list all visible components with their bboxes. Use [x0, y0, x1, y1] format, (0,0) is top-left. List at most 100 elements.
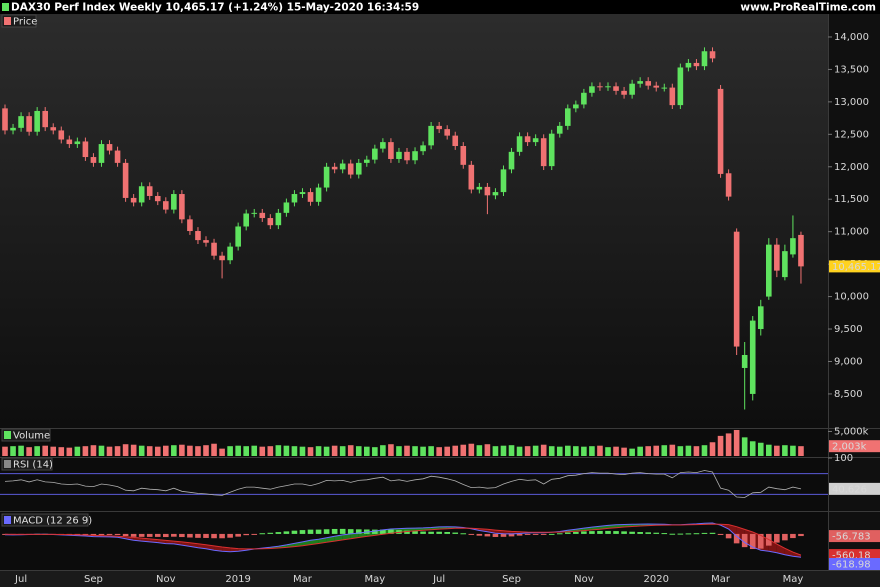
volume-bar — [90, 445, 97, 456]
x-tick-label: Jul — [432, 574, 445, 585]
y-tick-label: 11,500 — [834, 194, 869, 205]
candle-body — [774, 244, 780, 271]
candle-body — [532, 138, 539, 143]
x-tick-label: Jul — [14, 574, 27, 585]
macd-histogram — [524, 533, 531, 535]
volume-bar — [259, 446, 266, 456]
volume-bar — [26, 447, 32, 456]
title: DAX30 Perf Index Weekly 10,465.17 (+1.24… — [11, 2, 419, 14]
label-icon — [4, 516, 11, 524]
candle-body — [605, 86, 611, 88]
candle-body — [339, 163, 346, 170]
macd-histogram — [613, 531, 619, 534]
candle-body — [42, 110, 48, 128]
volume-bar — [412, 446, 418, 456]
y-tick-label: 8,500 — [834, 389, 863, 400]
volume-bar — [428, 446, 434, 456]
candle-body — [50, 127, 57, 131]
macd-histogram — [339, 528, 346, 534]
label-icon — [4, 460, 11, 468]
macd-histogram — [211, 533, 217, 539]
volume-bar — [10, 446, 16, 456]
macd-histogram — [597, 530, 603, 534]
candle-body — [420, 145, 426, 152]
volume-bar — [388, 444, 394, 456]
volume-bar — [291, 446, 298, 456]
candle-body — [203, 240, 209, 243]
candle-body — [74, 141, 81, 145]
candle-body — [380, 142, 386, 149]
rsi-line — [4, 470, 802, 498]
macd-histogram — [661, 533, 668, 535]
last-price-label-box — [829, 260, 880, 273]
volume-bar — [331, 445, 338, 456]
x-tick-label: May — [364, 574, 385, 585]
rsi-last-label-box — [829, 482, 880, 495]
y-tick-label: 12,500 — [834, 129, 869, 140]
x-tick-label: Sep — [84, 574, 103, 585]
volume-bar — [283, 445, 290, 456]
y-tick-label: 12,000 — [834, 162, 869, 173]
volume-bar — [757, 442, 764, 456]
candle-body — [540, 138, 547, 167]
volume-bar — [790, 445, 796, 456]
macd-fill — [342, 533, 351, 540]
label-box — [1, 457, 53, 471]
volume-bar — [476, 445, 483, 456]
volume-bar — [709, 442, 716, 456]
volume-bar — [396, 446, 402, 456]
candle-body — [597, 86, 603, 88]
macd-last-label-box — [829, 558, 880, 570]
volume-bar — [701, 445, 708, 456]
volume-bar — [717, 435, 724, 456]
macd-fill — [350, 532, 359, 539]
macd-histogram — [331, 528, 338, 534]
volume-bar — [661, 445, 668, 456]
macd-histogram — [291, 530, 298, 534]
macd-fill — [334, 534, 343, 542]
volume-bar — [782, 445, 788, 456]
candle-body — [179, 194, 185, 220]
y-tick-label: 11,000 — [834, 227, 869, 238]
volume-bar — [741, 437, 748, 456]
volume-bar — [315, 446, 322, 456]
candle-body — [195, 231, 201, 241]
macd-histogram — [130, 533, 137, 537]
candle-body — [725, 173, 732, 197]
candle-body — [396, 151, 402, 159]
volume-bar — [492, 446, 499, 456]
volume-bar — [540, 444, 547, 456]
macd-histogram — [203, 533, 209, 538]
candle-body — [66, 139, 73, 145]
macd-histogram — [90, 533, 97, 536]
volume-bar — [243, 446, 249, 456]
label-icon — [4, 17, 11, 25]
volume-bar — [18, 445, 24, 456]
macd-histogram — [749, 533, 756, 550]
candle-body — [565, 108, 571, 126]
volume-bar — [589, 446, 595, 456]
macd-histogram — [725, 533, 732, 539]
macd-histogram — [484, 533, 491, 537]
candle-body — [259, 212, 266, 219]
x-tick-label: 2020 — [644, 574, 669, 585]
candle-body — [468, 164, 475, 190]
candle-body — [733, 231, 740, 347]
candle-body — [556, 125, 563, 134]
candle-body — [717, 88, 724, 174]
candle-body — [581, 92, 587, 105]
macd-histogram — [741, 533, 748, 548]
candle-body — [613, 86, 619, 91]
candle-body — [291, 194, 298, 203]
label-box — [1, 428, 51, 442]
x-tick-label: Nov — [574, 574, 594, 585]
candle-body — [106, 144, 113, 151]
volume-bar — [299, 446, 306, 456]
volume-bar — [106, 446, 113, 456]
candle-body — [227, 246, 233, 261]
volume-bar — [452, 445, 459, 456]
macd-histogram — [581, 531, 587, 534]
candle-body — [275, 212, 282, 226]
volume-bar — [98, 445, 105, 456]
volume-bar — [372, 447, 378, 456]
